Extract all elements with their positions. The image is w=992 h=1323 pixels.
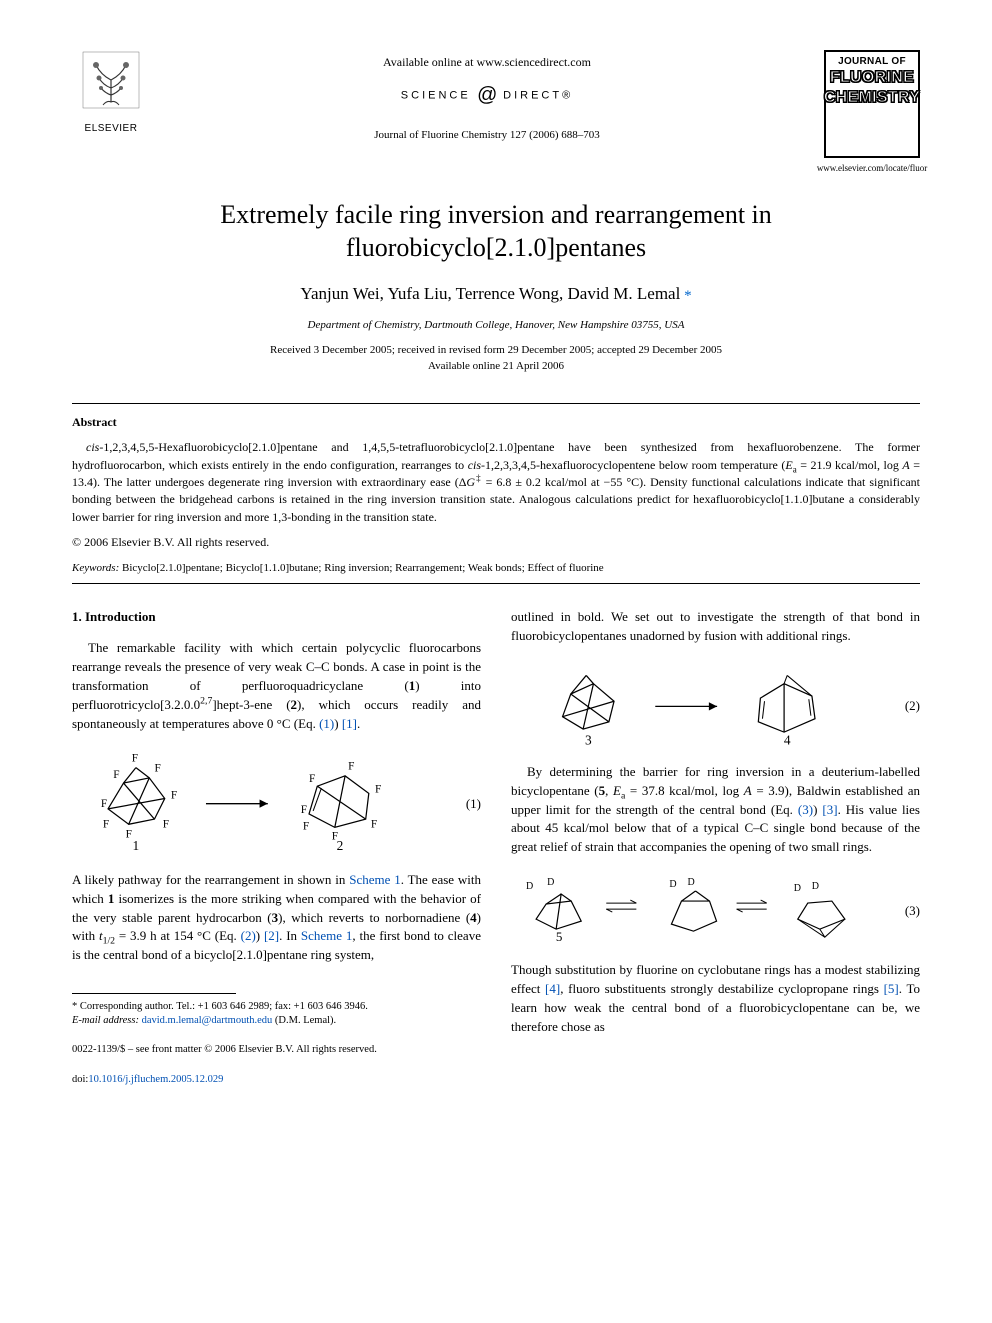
corr-line: * Corresponding author. Tel.: +1 603 646… — [72, 1000, 481, 1014]
eq1-label-2: 2 — [337, 839, 344, 854]
abstract-body: cis-1,2,3,4,5,5-Hexafluorobicyclo[2.1.0]… — [72, 439, 920, 526]
svg-text:F: F — [348, 761, 354, 773]
svg-text:F: F — [371, 819, 377, 831]
abstract-text: cis-1,2,3,4,5,5-Hexafluorobicyclo[2.1.0]… — [72, 439, 920, 526]
sd-left: SCIENCE — [401, 90, 471, 102]
eq2-label-3: 3 — [585, 733, 592, 748]
intro-p5: Though substitution by fluorine on cyclo… — [511, 961, 920, 1036]
svg-text:F: F — [303, 821, 309, 833]
svg-text:F: F — [301, 804, 307, 816]
svg-text:D: D — [687, 877, 694, 888]
article-dates: Received 3 December 2005; received in re… — [72, 342, 920, 375]
eq1-label-1: 1 — [133, 839, 140, 854]
svg-text:D: D — [794, 883, 801, 894]
intro-p4: By determining the barrier for ring inve… — [511, 763, 920, 857]
corresponding-star-icon: * — [680, 288, 691, 304]
doi-link[interactable]: 10.1016/j.jfluchem.2005.12.029 — [88, 1074, 223, 1085]
sd-at-icon: @ — [477, 84, 497, 106]
doi-label: doi: — [72, 1074, 88, 1085]
scheme-3-svg: D D 5 D D — [511, 871, 882, 951]
journal-logo-line2: FLUORINE — [824, 69, 920, 87]
journal-reference: Journal of Fluorine Chemistry 127 (2006)… — [150, 128, 824, 144]
svg-text:D: D — [812, 881, 819, 892]
svg-text:F: F — [101, 798, 107, 810]
section-1-heading: 1. Introduction — [72, 608, 481, 627]
keywords-list: Bicyclo[2.1.0]pentane; Bicyclo[1.1.0]but… — [119, 562, 603, 574]
eq2-number: (2) — [892, 697, 920, 716]
eq3-number: (3) — [892, 902, 920, 921]
equation-3-scheme: D D 5 D D — [511, 871, 920, 951]
svg-text:F: F — [375, 784, 381, 796]
eq3-label-5: 5 — [556, 929, 563, 944]
svg-text:F: F — [126, 829, 132, 841]
svg-text:F: F — [171, 790, 177, 802]
header-center: Available online at www.sciencedirect.co… — [150, 50, 824, 144]
svg-text:F: F — [154, 763, 160, 775]
doi-line: doi:10.1016/j.jfluchem.2005.12.029 — [72, 1072, 481, 1087]
svg-text:D: D — [547, 877, 554, 888]
intro-p1: The remarkable facility with which certa… — [72, 639, 481, 733]
eq1-number: (1) — [453, 795, 481, 814]
email-label: E-mail address: — [72, 1015, 139, 1026]
intro-p3: outlined in bold. We set out to investig… — [511, 608, 920, 646]
publisher-logo-block: ELSEVIER — [72, 50, 150, 137]
intro-p2: A likely pathway for the rearrangement i… — [72, 871, 481, 965]
equation-2-scheme: 3 4 (2) — [511, 660, 920, 753]
footnote-separator — [72, 993, 236, 994]
keywords-bottom-rule — [72, 583, 920, 584]
journal-logo-block: JOURNAL OF FLUORINE CHEMISTRY www.elsevi… — [824, 50, 920, 175]
left-column: 1. Introduction The remarkable facility … — [72, 608, 481, 1086]
journal-cover-icon: JOURNAL OF FLUORINE CHEMISTRY — [824, 50, 920, 158]
svg-text:F: F — [309, 774, 315, 786]
right-column: outlined in bold. We set out to investig… — [511, 608, 920, 1086]
keywords-label: Keywords: — [72, 562, 119, 574]
equation-1-scheme: F F F F F F F F 1 — [72, 747, 481, 860]
front-matter-line: 0022-1139/$ – see front matter © 2006 El… — [72, 1042, 481, 1057]
svg-text:D: D — [526, 881, 533, 892]
abstract-heading: Abstract — [72, 414, 920, 431]
svg-text:F: F — [163, 819, 169, 831]
scheme-1-svg: F F F F F F F F 1 — [72, 747, 443, 860]
elsevier-tree-icon — [81, 50, 141, 120]
svg-text:F: F — [103, 819, 109, 831]
svg-text:D: D — [669, 879, 676, 890]
sciencedirect-logo: SCIENCE @ DIRECT® — [150, 81, 824, 110]
authors-line: Yanjun Wei, Yufa Liu, Terrence Wong, Dav… — [72, 282, 920, 308]
journal-logo-line1: JOURNAL OF — [838, 56, 906, 67]
scheme-2-svg: 3 4 — [511, 660, 882, 753]
journal-url: www.elsevier.com/locate/fluor — [817, 162, 927, 175]
abstract-copyright: © 2006 Elsevier B.V. All rights reserved… — [72, 534, 920, 551]
dates-line2: Available online 21 April 2006 — [72, 358, 920, 375]
publisher-name: ELSEVIER — [85, 122, 138, 137]
affiliation: Department of Chemistry, Dartmouth Colle… — [72, 318, 920, 334]
corresponding-author-footnote: * Corresponding author. Tel.: +1 603 646… — [72, 1000, 481, 1028]
article-title: Extremely facile ring inversion and rear… — [72, 199, 920, 264]
corr-email-link[interactable]: david.m.lemal@dartmouth.edu — [142, 1015, 273, 1026]
keywords-line: Keywords: Bicyclo[2.1.0]pentane; Bicyclo… — [72, 561, 920, 577]
authors-text: Yanjun Wei, Yufa Liu, Terrence Wong, Dav… — [300, 284, 680, 303]
dates-line1: Received 3 December 2005; received in re… — [72, 342, 920, 359]
abstract-top-rule — [72, 403, 920, 404]
header-bar: ELSEVIER Available online at www.science… — [72, 50, 920, 175]
journal-logo-line3: CHEMISTRY — [824, 89, 920, 107]
sd-right: DIRECT® — [503, 90, 573, 102]
svg-text:F: F — [132, 753, 138, 765]
email-suffix: (D.M. Lemal). — [272, 1015, 336, 1026]
available-online-text: Available online at www.sciencedirect.co… — [150, 54, 824, 71]
eq2-label-4: 4 — [784, 733, 791, 748]
two-column-body: 1. Introduction The remarkable facility … — [72, 608, 920, 1086]
svg-text:F: F — [113, 769, 119, 781]
